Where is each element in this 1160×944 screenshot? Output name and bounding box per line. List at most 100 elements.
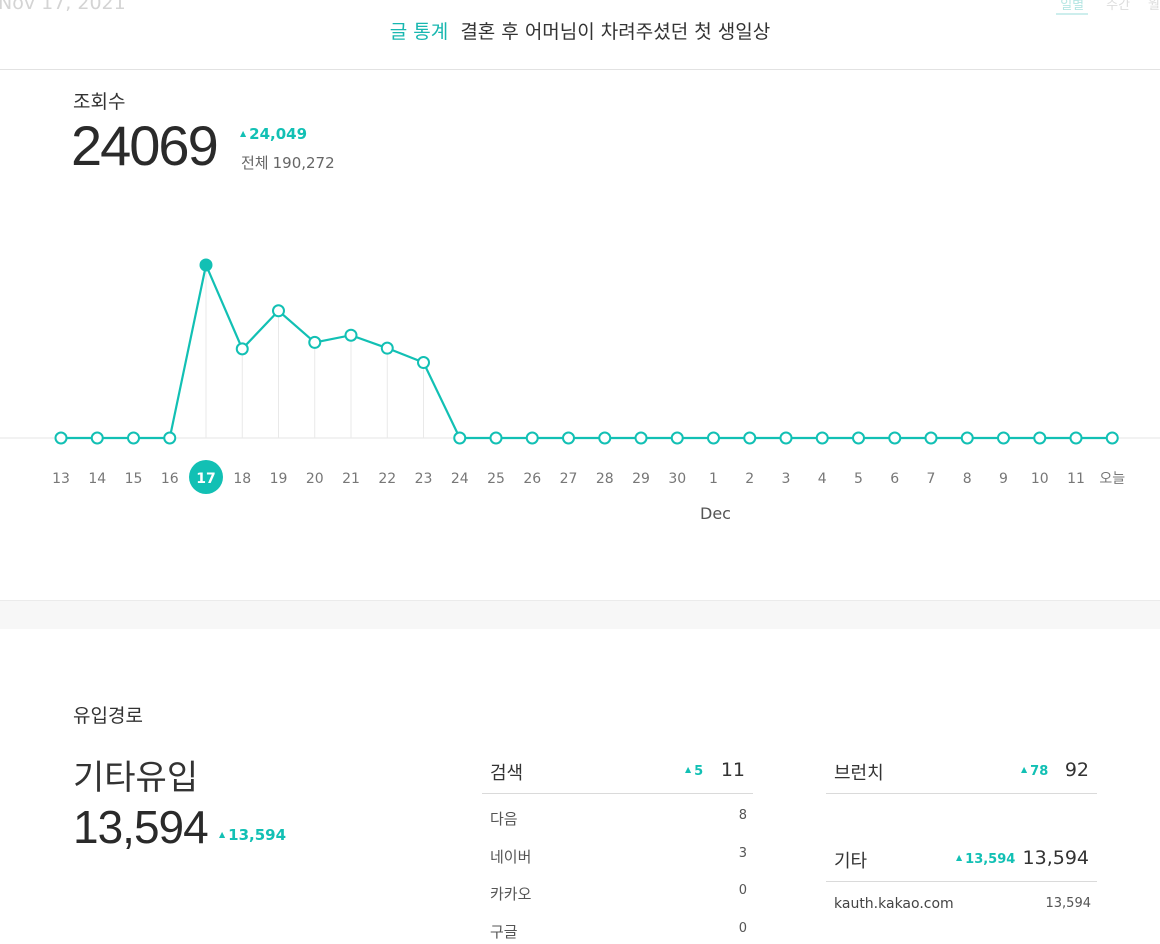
other-panel-header[interactable]: 기타 ▲13,594 13,594	[826, 831, 1097, 882]
post-title[interactable]: 결혼 후 어머님이 차려주셨던 첫 생일상	[460, 21, 770, 43]
search-engine-count: 3	[739, 846, 747, 861]
up-triangle-icon: ▲	[240, 129, 246, 138]
brunch-panel-delta-value: 78	[1030, 764, 1048, 779]
chart-point	[781, 433, 792, 444]
other-panel-delta: ▲13,594	[956, 852, 1015, 867]
views-count: 24069	[71, 113, 217, 178]
brunch-panel-title: 브런치	[834, 759, 884, 785]
chart-point	[491, 433, 502, 444]
search-engine-name: 카카오	[490, 883, 531, 904]
chart-point	[527, 433, 538, 444]
x-tick-label[interactable]: 4	[818, 471, 827, 487]
search-panel-total: 11	[721, 759, 745, 781]
x-tick-label[interactable]: 17	[196, 471, 215, 487]
chart-point	[418, 357, 429, 368]
views-delta: ▲24,049	[240, 125, 307, 143]
search-engine-count: 0	[739, 921, 747, 936]
section-label: 글 통계	[390, 21, 448, 43]
x-tick-label[interactable]: 20	[306, 471, 324, 487]
referrer-label: 유입경로	[73, 701, 143, 728]
x-tick-label[interactable]: 30	[668, 471, 686, 487]
chart-point	[636, 433, 647, 444]
x-tick-label[interactable]: 6	[890, 471, 899, 487]
chart-point	[708, 433, 719, 444]
views-total-value: 190,272	[273, 154, 335, 172]
chart-point	[309, 337, 320, 348]
top-referrer-delta-value: 13,594	[228, 826, 286, 844]
brunch-panel-header[interactable]: 브런치 ▲78 92	[826, 743, 1097, 794]
tab-daily[interactable]: 일별	[1056, 0, 1088, 15]
search-engine-name: 구글	[490, 921, 518, 942]
x-tick-label[interactable]: 26	[523, 471, 541, 487]
chart-point	[889, 433, 900, 444]
x-tick-label[interactable]: 19	[270, 471, 288, 487]
x-tick-label[interactable]: 18	[233, 471, 251, 487]
chart-point	[853, 433, 864, 444]
x-tick-label[interactable]: 2	[745, 471, 754, 487]
search-panel-delta-value: 5	[694, 764, 703, 779]
x-tick-label[interactable]: 15	[125, 471, 143, 487]
chart-series-line	[61, 265, 1112, 438]
x-tick-label[interactable]: 29	[632, 471, 650, 487]
chart-point	[599, 433, 610, 444]
other-panel-title: 기타	[834, 847, 867, 873]
search-engine-count: 0	[739, 883, 747, 898]
search-panel-title: 검색	[490, 759, 523, 785]
x-tick-label[interactable]: 10	[1031, 471, 1049, 487]
x-tick-label[interactable]: 1	[709, 471, 718, 487]
other-panel-delta-value: 13,594	[965, 852, 1015, 867]
chart-point	[92, 433, 103, 444]
x-tick-label[interactable]: 5	[854, 471, 863, 487]
x-tick-label[interactable]: 24	[451, 471, 469, 487]
x-tick-label[interactable]: 13	[52, 471, 70, 487]
x-tick-label[interactable]: 16	[161, 471, 179, 487]
search-engine-name: 다음	[490, 808, 518, 829]
chart-point	[563, 433, 574, 444]
x-tick-label[interactable]: 3	[782, 471, 791, 487]
other-panel-total: 13,594	[1023, 847, 1089, 869]
search-panel-header[interactable]: 검색 ▲5 11	[482, 743, 753, 794]
search-panel-delta: ▲5	[685, 764, 703, 779]
chart-point	[201, 260, 212, 271]
x-tick-label[interactable]: 22	[378, 471, 396, 487]
tab-weekly[interactable]: 주간	[1106, 0, 1130, 15]
x-tick-label[interactable]: 7	[927, 471, 936, 487]
chart-point	[1107, 433, 1118, 444]
x-tick-label[interactable]: 오늘	[1099, 471, 1125, 487]
chart-point	[382, 343, 393, 354]
list-item: 구글 0	[482, 907, 753, 944]
views-total-label: 전체	[241, 154, 269, 172]
x-tick-label[interactable]: 21	[342, 471, 360, 487]
referrer-domain-count: 13,594	[1046, 896, 1092, 911]
x-tick-label[interactable]: 25	[487, 471, 505, 487]
chart-point	[237, 343, 248, 354]
chart-point	[128, 433, 139, 444]
x-tick-label[interactable]: 27	[560, 471, 578, 487]
date-text: Nov 17, 2021	[0, 0, 126, 14]
other-panel: 기타 ▲13,594 13,594 kauth.kakao.com 13,594	[826, 831, 1097, 920]
chart-point	[346, 330, 357, 341]
search-engine-name: 네이버	[490, 846, 531, 867]
x-tick-label[interactable]: 23	[415, 471, 433, 487]
chart-point	[164, 433, 175, 444]
x-tick-label[interactable]: 28	[596, 471, 614, 487]
chart-point	[1071, 433, 1082, 444]
list-item: 네이버 3	[482, 832, 753, 870]
list-item: 카카오 0	[482, 869, 753, 907]
chart-point	[273, 305, 284, 316]
x-tick-label[interactable]: 14	[88, 471, 106, 487]
views-delta-value: 24,049	[249, 125, 307, 143]
referrer-domain[interactable]: kauth.kakao.com	[834, 896, 954, 912]
chart-point	[962, 433, 973, 444]
views-label: 조회수	[73, 87, 125, 114]
x-tick-label[interactable]: 11	[1067, 471, 1085, 487]
x-tick-label[interactable]: 8	[963, 471, 972, 487]
x-tick-label[interactable]: 9	[999, 471, 1008, 487]
up-triangle-icon: ▲	[685, 765, 691, 774]
tab-monthly[interactable]: 월	[1148, 0, 1160, 15]
top-bar: Nov 17, 2021 일별 주간 월 글 통계 결혼 후 어머님이 차려주셨…	[0, 0, 1160, 70]
